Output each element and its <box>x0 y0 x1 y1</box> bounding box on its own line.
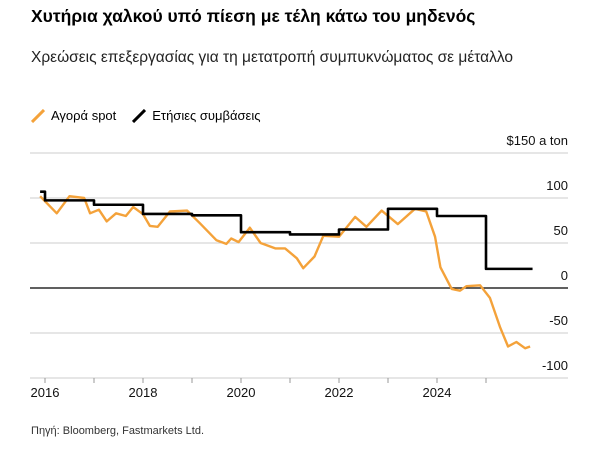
x-tick-label: 2022 <box>325 385 354 400</box>
spot-market-line <box>39 195 531 350</box>
legend: Αγορά spot Ετήσιες συμβάσεις <box>31 108 260 123</box>
legend-label-annual: Ετήσιες συμβάσεις <box>152 108 261 123</box>
legend-swatch-spot <box>31 108 45 123</box>
legend-item-annual: Ετήσιες συμβάσεις <box>132 108 260 123</box>
x-tick-label: 2016 <box>31 385 60 400</box>
y-tick-label: -100 <box>542 358 568 373</box>
legend-label-spot: Αγορά spot <box>51 108 117 123</box>
y-tick-label: 100 <box>546 178 568 193</box>
annual-contract-line <box>40 190 533 271</box>
chart-subtitle: Χρεώσεις επεξεργασίας για τη μετατροπή σ… <box>31 49 513 66</box>
chart-title: Χυτήρια χαλκού υπό πίεση με τέλη κάτω το… <box>31 6 476 26</box>
legend-swatch-annual <box>132 108 147 123</box>
y-tick-label: 50 <box>554 223 568 238</box>
y-tick-label: 0 <box>561 268 568 283</box>
source-note: Πηγή: Bloomberg, Fastmarkets Ltd. <box>31 425 205 437</box>
y-unit-label: $150 a ton <box>507 133 568 148</box>
x-tick-label: 2018 <box>129 385 158 400</box>
y-tick-label: -50 <box>549 313 568 328</box>
legend-item-spot: Αγορά spot <box>31 108 116 123</box>
x-tick-label: 2020 <box>227 385 256 400</box>
x-tick-label: 2024 <box>423 385 452 400</box>
